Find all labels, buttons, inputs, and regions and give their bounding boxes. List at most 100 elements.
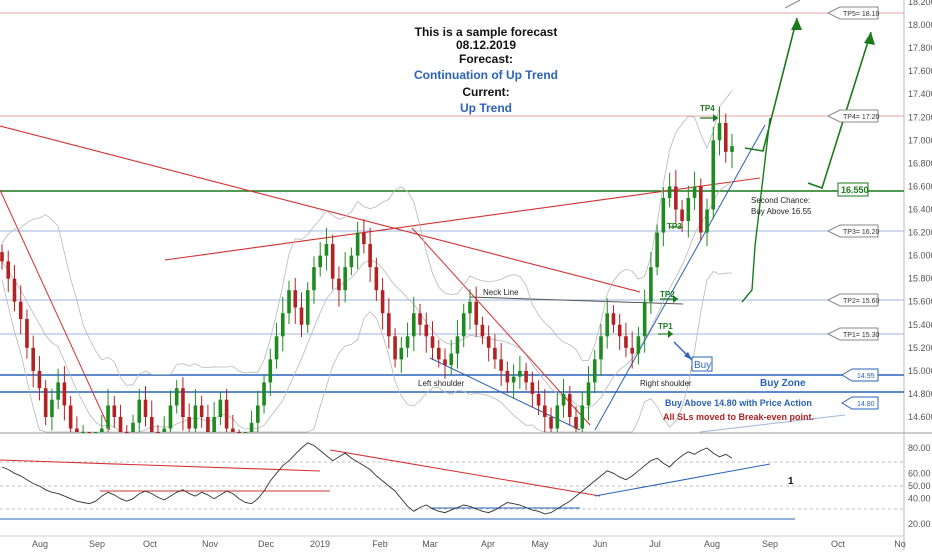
candle-body (592, 359, 597, 383)
time-tick-label: Oct (831, 539, 846, 549)
candle-body (299, 307, 304, 325)
osc-tick-label: 60.00 (908, 468, 931, 478)
osc-tick-label: 20.00 (908, 519, 931, 529)
candle-body (418, 313, 422, 325)
candles-group (0, 106, 734, 433)
callout-tp3-text: TP3= 16.20 (843, 229, 879, 236)
projection-arrow-1 (744, 17, 798, 152)
arrow-head-2 (864, 32, 875, 45)
candle-body (399, 347, 404, 360)
right-shoulder-label: Right shoulder (640, 379, 692, 388)
candle-body (686, 197, 691, 222)
candle-body (505, 370, 510, 383)
time-tick-label: Mar (422, 539, 438, 549)
price-tick-label: 15.200 (908, 343, 932, 353)
time-tick-label: Jul (649, 539, 661, 549)
candle-body (387, 313, 391, 337)
price-tick-label: 17.400 (908, 89, 932, 99)
candle-body (87, 432, 92, 433)
candle-body (162, 428, 167, 432)
candle-body (561, 393, 566, 406)
candle-body (536, 393, 541, 406)
projection-path-1 (741, 117, 771, 303)
callout-resistance-text: 16.550 (841, 185, 869, 195)
callout-resistance: 16.550 (837, 182, 869, 197)
price-tick-label: 16.400 (908, 205, 932, 215)
candle-body (274, 336, 279, 360)
candle-body (143, 399, 148, 417)
price-tick-label: 17.800 (908, 43, 932, 53)
tp3-label: TP3 (667, 222, 682, 231)
candle-body (543, 405, 547, 417)
candle-body (636, 336, 641, 354)
candle-body (206, 417, 210, 432)
buy-label: Buy (694, 360, 711, 371)
candle-body (43, 388, 48, 417)
price-tick-label: 15.800 (908, 274, 932, 284)
projection-arrow-2 (807, 31, 872, 190)
candle-body (293, 290, 298, 308)
time-tick-label: Aug (32, 539, 48, 549)
candle-body (31, 347, 35, 371)
candle-body (62, 382, 67, 406)
time-tick-label: May (531, 539, 549, 549)
trendline-blue-low (429, 357, 581, 431)
title-line-1: This is a sample forecast (415, 25, 558, 39)
candle-body (18, 301, 23, 320)
candle-body (461, 313, 466, 337)
candle-body (649, 267, 653, 302)
candle-body (411, 313, 416, 337)
candle-body (168, 405, 173, 429)
callout-tp5: TP5= 18.10 (826, 6, 879, 20)
time-tick-label: Feb (372, 539, 388, 549)
candle-body (374, 267, 379, 291)
tp2-label: TP2 (660, 290, 675, 299)
candle-body (443, 359, 447, 366)
osc-trendline-red-1 (0, 459, 321, 472)
bollinger-bands (1, 90, 733, 433)
candle-body (530, 382, 535, 394)
candle-body (124, 432, 129, 433)
candle-body (212, 417, 216, 432)
candle-body (468, 301, 472, 314)
tp1-label: TP1 (658, 322, 673, 331)
candle-body (262, 382, 266, 406)
candle-body (723, 123, 728, 152)
time-tick-label: Oct (143, 539, 158, 549)
candle-body (711, 140, 716, 210)
neck-line-label: Neck Line (483, 288, 519, 297)
candle-body (68, 405, 73, 429)
candle-body (93, 432, 98, 433)
price-tick-label: 15.000 (908, 366, 932, 376)
candle-body (455, 336, 460, 354)
candle-body (156, 432, 160, 433)
candle-body (224, 399, 229, 429)
price-tick-label: 17.600 (908, 66, 932, 76)
candle-body (12, 278, 17, 302)
band-upper (1, 90, 733, 387)
trendline-long-down (0, 125, 641, 293)
candle-body (312, 267, 316, 291)
candle-body (730, 146, 734, 152)
oscillator-line (1, 442, 733, 515)
time-tick-label: Sep (89, 539, 105, 549)
candle-body (149, 417, 154, 432)
candle-body (524, 370, 528, 383)
candle-body (518, 370, 522, 377)
candle-body (642, 301, 647, 337)
price-tick-label: 16.600 (908, 181, 932, 191)
candle-body (37, 370, 42, 389)
candle-body (56, 382, 60, 400)
candle-body (567, 393, 572, 417)
candle-body (199, 405, 204, 417)
callout-tp2-text: TP2= 15.60 (843, 298, 879, 305)
trendline-up-red (164, 177, 761, 261)
candle-body (499, 359, 503, 371)
candle-body (661, 197, 666, 233)
candle-body (50, 399, 54, 417)
price-axis: 18.200 18.000 17.800 17.600 17.400 17.200 17.0… (908, 0, 932, 422)
candle-body (181, 388, 185, 417)
candle-body (106, 405, 110, 429)
